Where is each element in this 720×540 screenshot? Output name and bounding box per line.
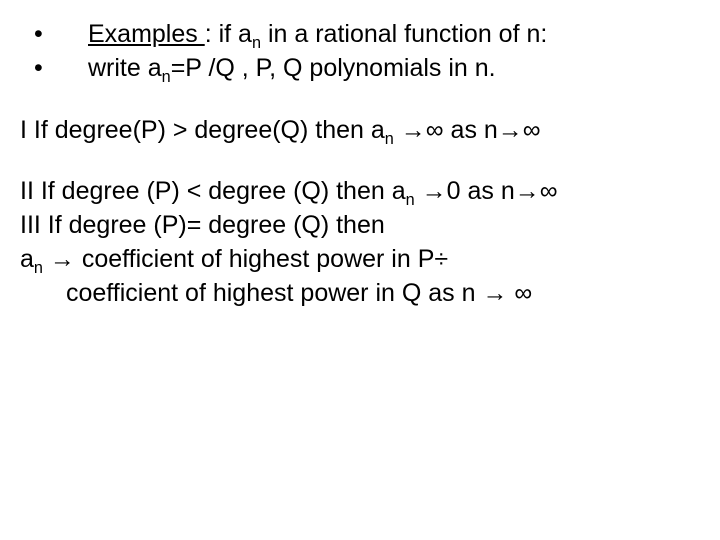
limit-sub: n <box>34 259 43 277</box>
bullet-1: • <box>20 18 88 52</box>
line-1-text-b: in a rational function of n: <box>261 20 547 48</box>
examples-label: Examples <box>88 20 205 48</box>
bullet-row-2: • write an=P /Q , P, Q polynomials in n. <box>20 52 700 86</box>
line-2-pre: write a <box>88 54 162 82</box>
cases-2-3: II If degree (P) < degree (Q) then an →0… <box>20 175 700 310</box>
case-2: II If degree (P) < degree (Q) then an →0… <box>20 175 700 209</box>
case-1: I If degree(P) > degree(Q) then an →∞ as… <box>20 114 700 148</box>
bullet-2: • <box>20 52 88 86</box>
case-1-pre: I If degree(P) > degree(Q) then a <box>20 116 385 144</box>
line-2-sub: n <box>162 68 171 86</box>
line-2-rest: =P /Q , P, Q polynomials in n. <box>171 54 496 82</box>
case-1-mid: →∞ as n→∞ <box>394 116 541 144</box>
case-2-pre: II If degree (P) < degree (Q) then a <box>20 177 406 205</box>
line-1-text-a: : if a <box>205 20 252 48</box>
slide: • Examples : if an in a rational functio… <box>0 0 720 540</box>
limit-mid: → coefficient of highest power in P÷ <box>43 245 448 273</box>
limit-line-1: an → coefficient of highest power in P÷ <box>20 243 700 277</box>
case-3: III If degree (P)= degree (Q) then <box>20 209 700 243</box>
line-2: write an=P /Q , P, Q polynomials in n. <box>88 52 700 86</box>
bullet-row-1: • Examples : if an in a rational functio… <box>20 18 700 52</box>
case-2-mid: →0 as n→∞ <box>415 177 558 205</box>
case-2-sub: n <box>406 191 415 209</box>
limit-line-2: coefficient of highest power in Q as n →… <box>20 277 700 311</box>
limit-pre: a <box>20 245 34 273</box>
line-1: Examples : if an in a rational function … <box>88 18 700 52</box>
case-1-sub: n <box>385 130 394 148</box>
line-1-sub: n <box>252 34 261 52</box>
